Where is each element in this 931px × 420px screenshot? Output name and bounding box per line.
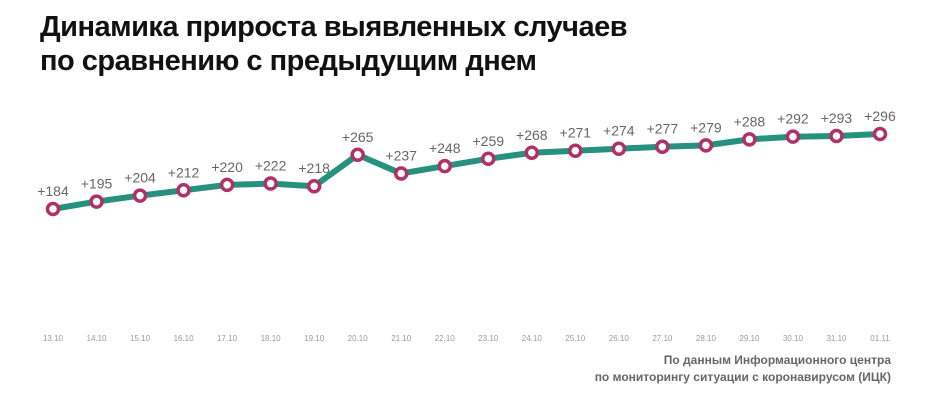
x-tick-label: 18.10: [261, 334, 282, 343]
data-label: +265: [342, 129, 374, 145]
data-label: +212: [168, 164, 200, 180]
data-point: [872, 126, 888, 142]
x-tick-label: 16.10: [174, 334, 195, 343]
data-point: [393, 166, 409, 181]
source-line-1: По данным Информационного центра: [663, 353, 891, 367]
data-label: +248: [429, 140, 461, 156]
data-label: +292: [777, 111, 809, 127]
x-tick-label: 31.10: [826, 334, 847, 343]
x-tick-label: 28.10: [696, 334, 717, 343]
x-tick-label: 17.10: [217, 334, 238, 343]
title-line-2: по сравнению с предыдущим днем: [40, 45, 537, 77]
x-tick-label: 13.10: [43, 334, 64, 343]
x-tick-label: 15.10: [130, 334, 151, 343]
data-point: [611, 141, 627, 156]
title-line-1: Динамика прироста выявленных случаев: [40, 11, 628, 43]
data-point: [742, 132, 757, 147]
data-point: [524, 145, 540, 160]
series-line: [50, 131, 883, 212]
data-point: [481, 151, 496, 167]
data-point: [350, 147, 365, 163]
x-tick-label: 23.10: [478, 334, 499, 343]
x-tick-label: 26.10: [609, 334, 630, 343]
x-tick-label: 01.11: [870, 334, 890, 343]
data-label: +195: [81, 176, 113, 192]
data-point: [698, 138, 714, 153]
x-tick-label: 22.10: [435, 334, 456, 343]
x-tick-label: 30.10: [783, 334, 804, 343]
chart-title: Динамика прироста выявленных случаев по …: [40, 10, 628, 78]
data-point: [568, 143, 583, 158]
data-point: [785, 129, 801, 144]
data-label: +279: [690, 119, 722, 135]
data-label: +296: [864, 108, 896, 124]
x-tick-label: 27.10: [652, 334, 673, 343]
data-label: +222: [255, 158, 287, 174]
data-point: [176, 183, 191, 198]
data-label: +268: [516, 127, 548, 143]
data-point: [437, 158, 452, 174]
data-label: +277: [647, 121, 679, 137]
data-label: +288: [734, 113, 766, 129]
data-label: +259: [472, 133, 504, 149]
source-note: По данным Информационного центра по мони…: [595, 352, 891, 386]
data-label: +271: [560, 125, 592, 141]
data-point: [89, 194, 104, 209]
data-label: +204: [124, 170, 156, 186]
data-label: +293: [821, 110, 853, 126]
x-tick-label: 21.10: [391, 334, 412, 343]
x-tick-label: 24.10: [522, 334, 543, 343]
data-label: +220: [211, 159, 243, 175]
data-label: +274: [603, 123, 635, 139]
data-label: +184: [37, 183, 69, 199]
x-tick-label: 25.10: [565, 334, 586, 343]
data-point: [655, 139, 670, 154]
source-line-2: по мониторингу ситуации с коронавирусом …: [594, 370, 891, 384]
data-point: [263, 176, 278, 191]
x-tick-label: 14.10: [87, 334, 108, 343]
data-point: [219, 177, 235, 193]
data-label: +237: [385, 148, 417, 164]
data-label: +218: [298, 160, 330, 176]
x-tick-label: 19.10: [304, 334, 325, 343]
x-tick-label: 20.10: [348, 334, 369, 343]
data-point: [829, 128, 844, 144]
data-point: [132, 188, 148, 203]
data-point: [306, 178, 322, 194]
x-tick-label: 29.10: [739, 334, 760, 343]
data-point: [45, 201, 61, 217]
